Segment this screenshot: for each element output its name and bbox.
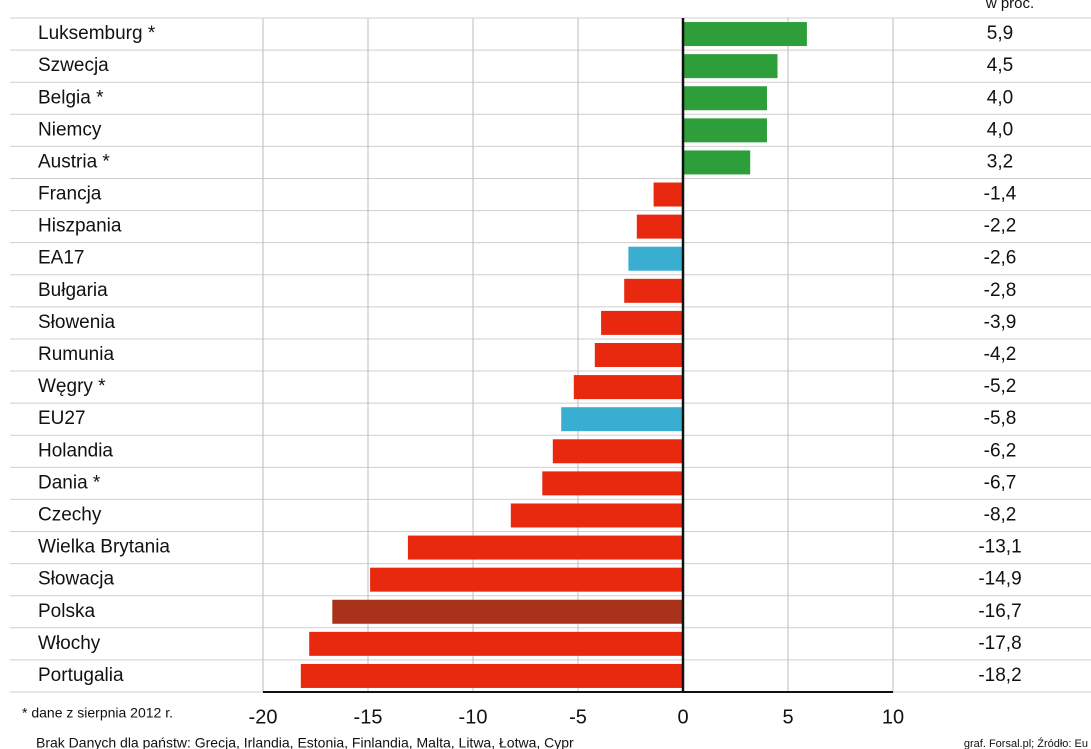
bar <box>542 471 683 496</box>
category-label: Bułgaria <box>38 280 108 301</box>
value-label: 5,9 <box>987 23 1013 44</box>
bar <box>683 118 767 143</box>
value-label: -6,2 <box>984 440 1017 461</box>
category-label: Szwecja <box>38 55 109 76</box>
bar <box>300 663 683 688</box>
category-label: Włochy <box>38 633 101 654</box>
bar <box>332 599 683 624</box>
x-tick-label: 0 <box>677 706 688 728</box>
x-tick-label: 5 <box>782 706 793 728</box>
bar <box>510 503 683 528</box>
value-label: -4,2 <box>984 344 1017 365</box>
category-label: EA17 <box>38 248 84 269</box>
bar <box>683 86 767 111</box>
bar <box>683 150 751 175</box>
bar <box>309 631 683 656</box>
category-label: Słowacja <box>38 569 114 590</box>
value-label: 3,2 <box>987 151 1013 172</box>
value-label: -16,7 <box>978 601 1021 622</box>
bar <box>561 407 683 432</box>
category-label: Holandia <box>38 440 113 461</box>
value-label: 4,0 <box>987 87 1013 108</box>
bar <box>683 54 778 79</box>
category-label: Francja <box>38 184 102 205</box>
x-tick-label: -5 <box>569 706 587 728</box>
bar <box>594 343 683 367</box>
bar <box>636 214 683 239</box>
value-label: -2,8 <box>984 280 1017 301</box>
value-label: -5,2 <box>984 376 1017 397</box>
x-tick-label: -15 <box>354 706 383 728</box>
category-label: Niemcy <box>38 119 102 140</box>
category-label: Belgia * <box>38 87 104 108</box>
bar <box>624 278 683 303</box>
value-label: -2,2 <box>984 216 1017 237</box>
bar <box>552 439 683 464</box>
x-tick-label: -10 <box>459 706 488 728</box>
category-label: Wielka Brytania <box>38 537 170 558</box>
category-label: Hiszpania <box>38 216 122 237</box>
value-label: -8,2 <box>984 504 1017 525</box>
category-label: Dania * <box>38 472 101 493</box>
bar <box>653 182 683 207</box>
x-tick-label: 10 <box>882 706 904 728</box>
bar <box>601 310 683 335</box>
category-label: EU27 <box>38 408 86 429</box>
bar <box>370 567 683 592</box>
value-label: 4,5 <box>987 55 1013 76</box>
source: graf. Forsal.pl; Źródło: Eu <box>964 737 1088 749</box>
category-label: Czechy <box>38 504 102 525</box>
category-label: Portugalia <box>38 665 124 686</box>
value-label: -3,9 <box>984 312 1017 333</box>
value-label: -14,9 <box>978 569 1021 590</box>
value-label: -1,4 <box>984 184 1017 205</box>
category-label: Rumunia <box>38 344 114 365</box>
x-tick-label: -20 <box>249 706 278 728</box>
footnote: * dane z sierpnia 2012 r. <box>22 705 173 721</box>
value-label: -17,8 <box>978 633 1021 654</box>
category-label: Węgry * <box>38 376 106 397</box>
value-label: -18,2 <box>978 665 1021 686</box>
bar <box>683 22 807 47</box>
bar <box>573 375 683 400</box>
bar <box>407 535 683 560</box>
bar <box>628 246 683 271</box>
category-label: Luksemburg * <box>38 23 156 44</box>
unit-label: w proc. <box>985 0 1034 12</box>
note: Brak Danych dla państw: Grecja, Irlandia… <box>36 735 574 749</box>
category-label: Austria * <box>38 151 110 172</box>
value-label: -5,8 <box>984 408 1017 429</box>
value-label: -6,7 <box>984 472 1017 493</box>
category-label: Słowenia <box>38 312 116 333</box>
value-label: 4,0 <box>987 119 1013 140</box>
category-label: Polska <box>38 601 95 622</box>
value-label: -2,6 <box>984 248 1017 269</box>
value-label: -13,1 <box>978 537 1021 558</box>
